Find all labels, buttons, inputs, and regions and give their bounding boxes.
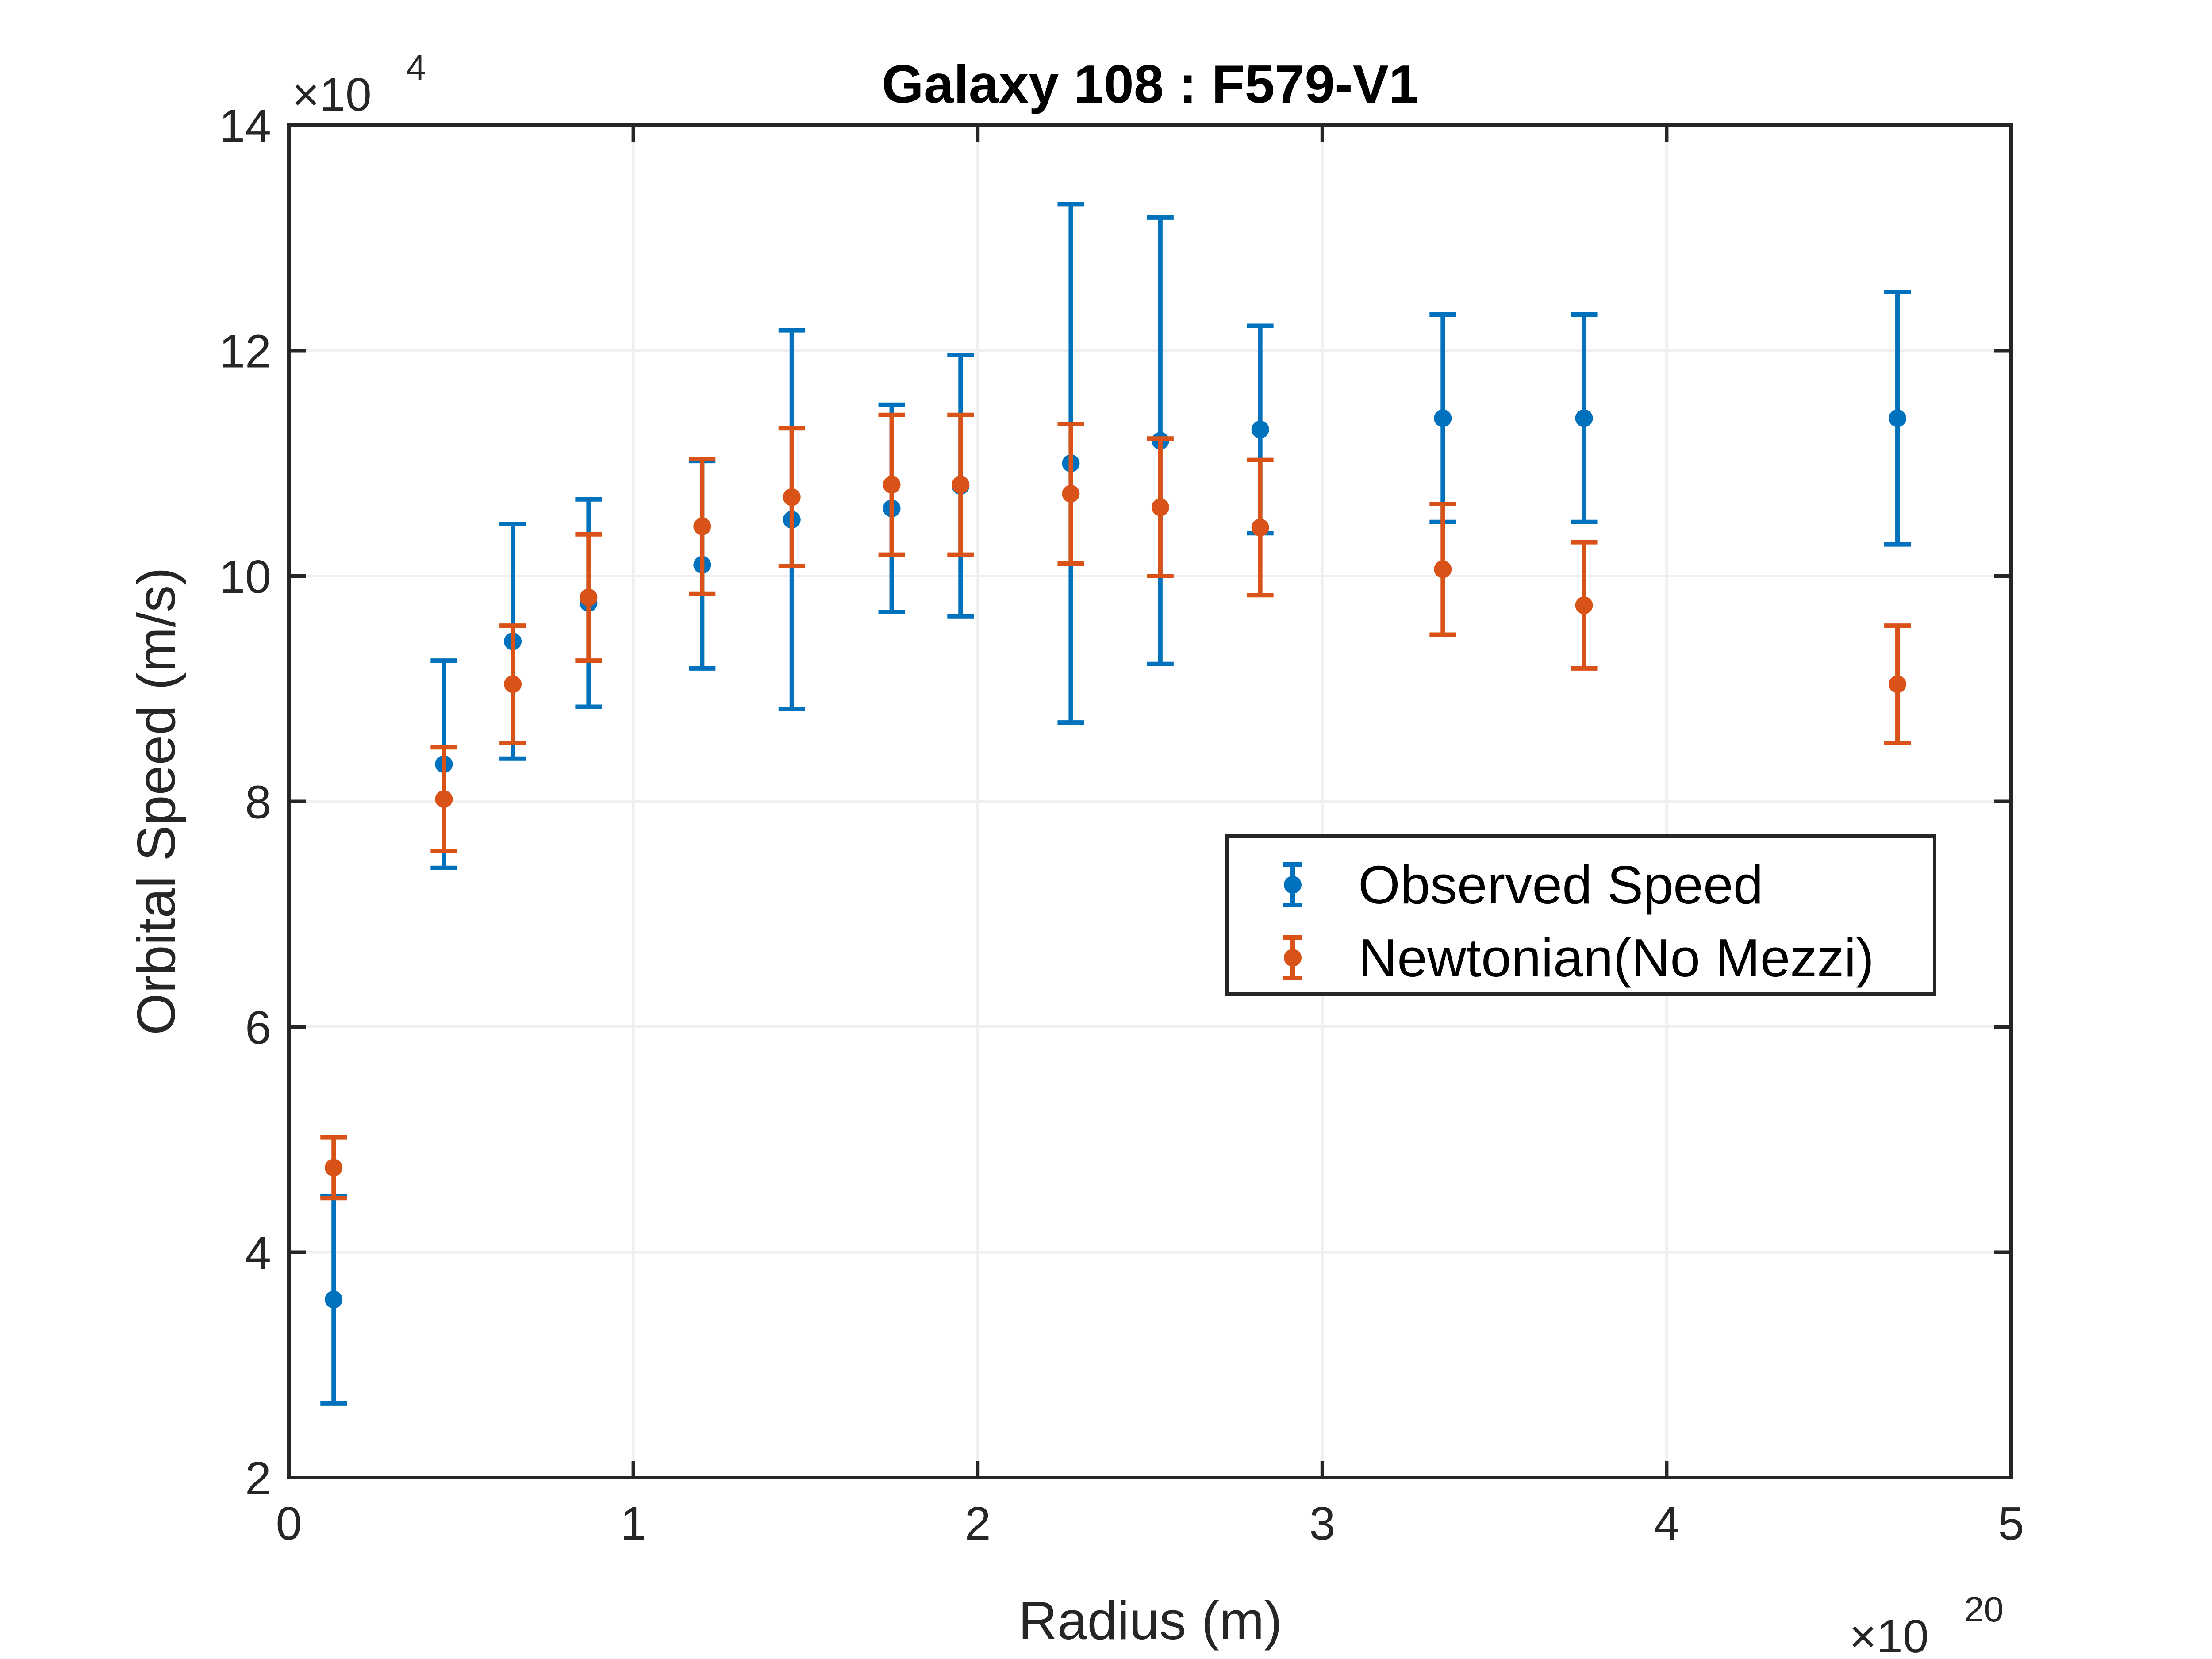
data-point: [504, 675, 522, 693]
legend-swatch-marker: [1284, 876, 1302, 894]
series-layer: [320, 202, 1911, 1406]
data-point: [952, 476, 970, 494]
x-exponent-power: 20: [1964, 1590, 2004, 1629]
x-tick-label: 0: [276, 1498, 302, 1550]
data-point: [1575, 409, 1593, 427]
y-tick-label: 4: [245, 1227, 271, 1279]
y-tick-label: 12: [219, 326, 271, 378]
data-point: [1251, 420, 1269, 438]
legend-swatch-marker: [1284, 949, 1302, 967]
y-tick-label: 10: [219, 551, 271, 603]
x-tick-label: 2: [965, 1498, 991, 1550]
data-point: [783, 488, 801, 506]
chart-title: Galaxy 108 : F579-V1: [882, 54, 1419, 114]
legend-label: Observed Speed: [1358, 855, 1763, 915]
legend-entry-2: Newtonian(No Mezzi): [1283, 928, 1874, 988]
legend-entry-1: Observed Speed: [1283, 855, 1763, 915]
data-point: [693, 517, 711, 535]
y-tick-label: 6: [245, 1002, 271, 1054]
data-point: [325, 1290, 343, 1309]
x-tick-label: 4: [1654, 1498, 1680, 1550]
legend-entries: Observed Speed Newtonian(No Mezzi): [1283, 855, 1874, 988]
series-2: [320, 412, 1911, 1201]
data-point: [325, 1159, 343, 1177]
x-axis-label: Radius (m): [1018, 1590, 1283, 1651]
y-tick-label: 2: [245, 1452, 271, 1505]
x-tick-label: 3: [1309, 1498, 1335, 1550]
legend: Observed Speed Newtonian(No Mezzi): [1225, 834, 1936, 996]
y-exponent-base: ×10: [292, 69, 372, 121]
x-tick-label: 1: [620, 1498, 646, 1550]
data-point: [1889, 675, 1907, 693]
x-exponent-label: ×10 20: [1849, 1590, 2004, 1659]
data-point: [1434, 560, 1452, 578]
x-exponent-base: ×10: [1849, 1610, 1929, 1659]
y-tick-label: 8: [245, 776, 271, 829]
data-point: [1151, 498, 1169, 516]
legend-box: [1225, 834, 1936, 996]
data-point: [1251, 518, 1269, 537]
data-point: [1889, 409, 1907, 427]
data-point: [435, 790, 453, 808]
data-point: [580, 588, 598, 607]
data-point: [1434, 409, 1452, 427]
y-exponent-label: ×10 4: [292, 48, 426, 121]
data-point: [1062, 485, 1080, 503]
data-point: [883, 476, 901, 494]
y-tick-label: 14: [219, 100, 271, 152]
y-axis-label: Orbital Speed (m/s): [126, 567, 186, 1035]
y-exponent-power: 4: [406, 48, 426, 87]
legend-label: Newtonian(No Mezzi): [1358, 928, 1874, 988]
x-tick-label: 5: [1998, 1498, 2024, 1550]
data-point: [1575, 596, 1593, 614]
